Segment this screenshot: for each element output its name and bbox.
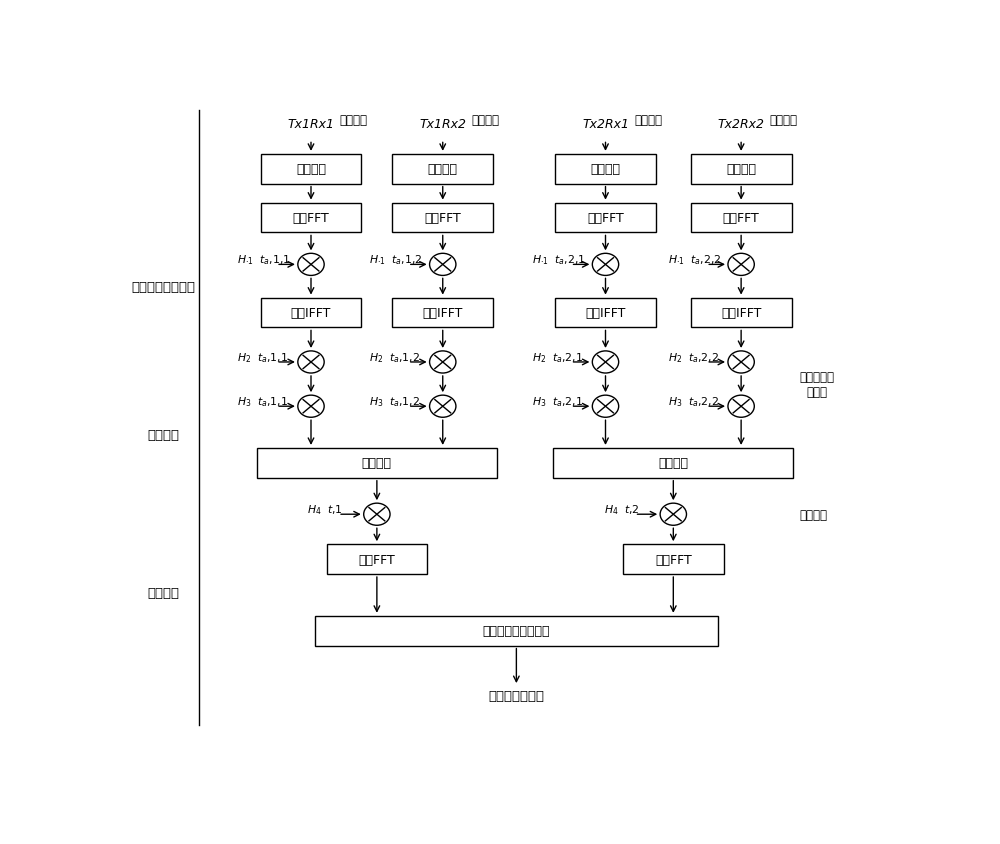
Text: $H_{\cdot1}$  $t_a$,2,1: $H_{\cdot1}$ $t_a$,2,1 [532, 253, 585, 267]
Text: 距离压缩: 距离压缩 [428, 163, 458, 176]
Bar [261, 203, 361, 233]
Text: 距离压缩: 距离压缩 [726, 163, 756, 176]
Text: $H_2$  $t_a$,1,2: $H_2$ $t_a$,1,2 [369, 350, 420, 365]
Bar [555, 203, 656, 233]
Circle shape [298, 396, 324, 418]
Circle shape [728, 254, 754, 276]
Circle shape [592, 254, 619, 276]
Text: 原始回波: 原始回波 [340, 114, 368, 127]
Text: Tx1Rx2: Tx1Rx2 [419, 117, 466, 131]
Circle shape [298, 351, 324, 374]
Bar [553, 448, 793, 479]
Text: $H_2$  $t_a$,1,1: $H_2$ $t_a$,1,1 [237, 350, 289, 365]
Bar [326, 544, 427, 575]
Text: $H_{\cdot1}$  $t_a$,1,2: $H_{\cdot1}$ $t_a$,1,2 [369, 253, 423, 267]
Text: $H_3$  $t_a$,1,1: $H_3$ $t_a$,1,1 [237, 395, 289, 408]
Text: 原始回波: 原始回波 [770, 114, 798, 127]
Text: 距离IFFT: 距离IFFT [291, 306, 331, 320]
Text: Tx1Rx1: Tx1Rx1 [288, 117, 334, 131]
Text: 距离IFFT: 距离IFFT [721, 306, 761, 320]
Text: $H_3$  $t_a$,2,1: $H_3$ $t_a$,2,1 [532, 395, 583, 408]
Bar [392, 154, 493, 185]
Circle shape [430, 254, 456, 276]
Text: 空域滤波: 空域滤波 [658, 457, 688, 470]
Circle shape [728, 396, 754, 418]
Bar [257, 448, 497, 479]
Circle shape [298, 254, 324, 276]
Text: 通道采样位置误差: 通道采样位置误差 [132, 281, 196, 294]
Bar [392, 203, 493, 233]
Text: 重建后的二维谱: 重建后的二维谱 [488, 690, 544, 702]
Text: 距离频移: 距离频移 [799, 508, 827, 521]
Circle shape [592, 396, 619, 418]
Circle shape [430, 396, 456, 418]
Text: 原始回波: 原始回波 [471, 114, 499, 127]
Text: 子带合成: 子带合成 [148, 587, 180, 600]
Text: 原始回波: 原始回波 [634, 114, 662, 127]
Text: 频谱移动及相干叠加: 频谱移动及相干叠加 [483, 625, 550, 637]
Text: 距离FFT: 距离FFT [424, 212, 461, 225]
Text: $H_4$  $t$,2: $H_4$ $t$,2 [604, 502, 639, 517]
Text: 多子带方位
预处理: 多子带方位 预处理 [799, 371, 834, 398]
Bar [261, 154, 361, 185]
Text: $H_3$  $t_a$,1,2: $H_3$ $t_a$,1,2 [369, 395, 420, 408]
Text: $H_{\cdot1}$  $t_a$,2,2: $H_{\cdot1}$ $t_a$,2,2 [668, 253, 721, 267]
Circle shape [660, 504, 686, 526]
Bar [623, 544, 724, 575]
Bar [555, 154, 656, 185]
Text: 距离FFT: 距离FFT [358, 553, 395, 566]
Circle shape [364, 504, 390, 526]
Bar [261, 298, 361, 328]
Text: $H_{\cdot1}$  $t_a$,1,1: $H_{\cdot1}$ $t_a$,1,1 [237, 253, 291, 267]
Bar [691, 298, 792, 328]
Text: Tx2Rx1: Tx2Rx1 [582, 117, 629, 131]
Text: 距离FFT: 距离FFT [293, 212, 329, 225]
Text: 距离压缩: 距离压缩 [590, 163, 620, 176]
Bar [555, 298, 656, 328]
Text: $H_2$  $t_a$,2,1: $H_2$ $t_a$,2,1 [532, 350, 583, 365]
Text: $H_3$  $t_a$,2,2: $H_3$ $t_a$,2,2 [668, 395, 719, 408]
Text: Tx2Rx2: Tx2Rx2 [718, 117, 765, 131]
Text: 距离压缩: 距离压缩 [296, 163, 326, 176]
Bar [392, 298, 493, 328]
Bar [315, 616, 718, 646]
Bar [691, 203, 792, 233]
Text: 距离FFT: 距离FFT [587, 212, 624, 225]
Text: 方位重建: 方位重建 [148, 428, 180, 441]
Text: 距离FFT: 距离FFT [723, 212, 760, 225]
Text: 空域滤波: 空域滤波 [362, 457, 392, 470]
Circle shape [728, 351, 754, 374]
Text: $H_4$  $t$,1: $H_4$ $t$,1 [307, 502, 343, 517]
Text: 距离FFT: 距离FFT [655, 553, 692, 566]
Text: 距离IFFT: 距离IFFT [423, 306, 463, 320]
Text: $H_2$  $t_a$,2,2: $H_2$ $t_a$,2,2 [668, 350, 719, 365]
Circle shape [592, 351, 619, 374]
Text: 距离IFFT: 距离IFFT [585, 306, 626, 320]
Circle shape [430, 351, 456, 374]
Bar [691, 154, 792, 185]
